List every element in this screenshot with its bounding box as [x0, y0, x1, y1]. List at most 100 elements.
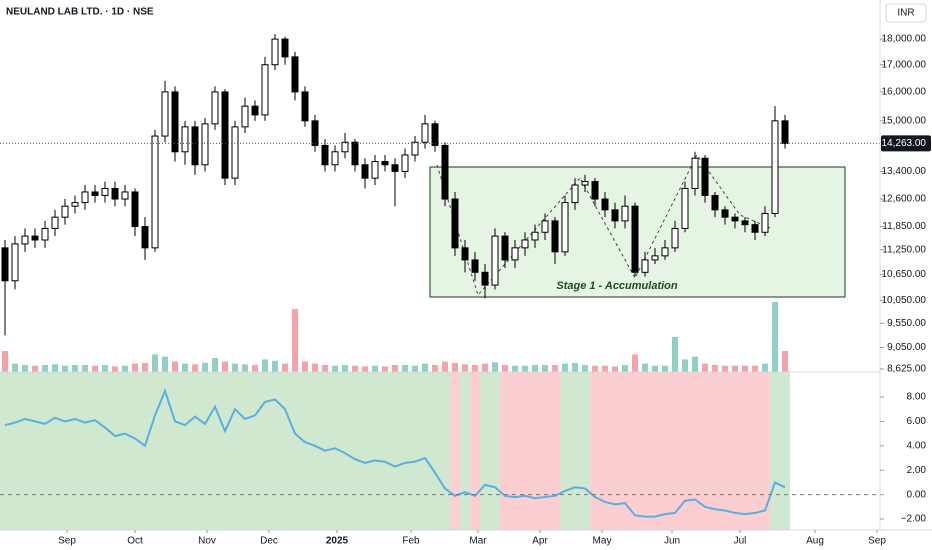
candle-body [661, 247, 669, 257]
indicator-zones [0, 372, 790, 530]
indicator-y-tick-label: 4.00 [907, 440, 927, 451]
indicator-zone [520, 372, 530, 530]
indicator-y-tick-label: −2.00 [901, 514, 927, 525]
volume-bar [762, 363, 768, 372]
indicator-zone [210, 372, 220, 530]
candle-body [61, 205, 69, 218]
indicator-y-tick-label: 6.00 [907, 416, 927, 427]
indicator-zone [380, 372, 390, 530]
volume-bar [2, 351, 8, 372]
indicator-y-tick-label: 2.00 [907, 465, 927, 476]
volume-bar [492, 362, 498, 372]
candle-body [281, 38, 289, 58]
volume-bar [292, 309, 298, 372]
indicator-zone [730, 372, 740, 530]
volume-bar [302, 361, 308, 372]
axes: 18,000.00 17,000.00 16,000.00 15,000.00 13,4… [58, 34, 931, 547]
volume-bar [532, 365, 538, 372]
candle-body [81, 191, 89, 204]
indicator-zone [540, 372, 550, 530]
indicator-zone [670, 372, 680, 530]
volume-bar [272, 360, 278, 372]
candle-body [111, 187, 119, 200]
indicator-zone [390, 372, 400, 530]
volume-bar [142, 362, 148, 372]
indicator-zone [560, 372, 570, 530]
volume-bar [722, 365, 728, 372]
indicator-zone [360, 372, 370, 530]
y-tick-label: 8,625.00 [887, 364, 926, 375]
indicator-zone [270, 372, 280, 530]
volume-bar [432, 365, 438, 372]
candle-body [21, 235, 29, 245]
volume-bar [162, 356, 168, 372]
volume-bar [442, 361, 448, 372]
candle-body [561, 202, 569, 253]
volume-bar [662, 365, 668, 372]
candle-body [421, 123, 429, 143]
candle-body [301, 91, 309, 122]
candle-body [271, 38, 279, 66]
indicator-zone [20, 372, 30, 530]
indicator-zone [60, 372, 70, 530]
candle-body [291, 56, 299, 93]
indicator-zone [430, 372, 440, 530]
volume-bar [152, 354, 158, 372]
volume-bar [752, 365, 758, 372]
indicator-zone [510, 372, 520, 530]
indicator-zone [80, 372, 90, 530]
candle-body [331, 151, 339, 166]
volume-bar [212, 358, 218, 372]
indicator-zone [310, 372, 320, 530]
indicator-zone [690, 372, 700, 530]
y-tick-label: 16,000.00 [882, 87, 927, 98]
volume-bar [572, 362, 578, 372]
y-tick-label: 11,850.00 [882, 221, 926, 232]
candle-body [481, 271, 489, 286]
indicator-zone [590, 372, 600, 530]
candle-body [401, 154, 409, 172]
indicator-zone [710, 372, 720, 530]
volume-bar [612, 366, 618, 372]
indicator-zone [640, 372, 650, 530]
candle-body [731, 216, 739, 222]
annotation: Stage 1 - Accumulation [556, 280, 678, 292]
indicator-zone [240, 372, 250, 530]
candle-body [771, 120, 779, 214]
volume-bar [82, 365, 88, 372]
x-tick-label: Apr [532, 536, 548, 547]
volume-bar [382, 366, 388, 372]
y-tick-label: 10,050.00 [882, 295, 927, 306]
indicator-zone [750, 372, 760, 530]
candle-body [491, 235, 499, 286]
indicator-zone [600, 372, 610, 530]
candle-body [341, 141, 349, 153]
candle-body [201, 123, 209, 166]
volume-bar [12, 363, 18, 372]
indicator-zone [580, 372, 590, 530]
volume-bar [252, 365, 258, 372]
axis-panel [880, 0, 932, 550]
candle-body [541, 220, 549, 233]
candle-body [321, 144, 329, 166]
x-tick-label: Feb [402, 536, 420, 547]
volume-bar [742, 365, 748, 372]
volume-bar [352, 365, 358, 372]
indicator-zone [130, 372, 140, 530]
volume-bar [502, 365, 508, 372]
indicator-zone [150, 372, 160, 530]
indicator-zone [760, 372, 770, 530]
x-tick-label: Nov [198, 536, 216, 547]
y-tick-label: 11,250.00 [882, 244, 926, 255]
indicator-zone [340, 372, 350, 530]
currency-box [885, 3, 927, 23]
indicator-zone [370, 372, 380, 530]
volume-bar [322, 365, 328, 372]
volume-bar [102, 365, 108, 372]
y-tick-label: 17,000.00 [882, 59, 927, 70]
indicator-zone [740, 372, 750, 530]
candle-body [131, 191, 139, 228]
x-tick-label: Sep [868, 536, 886, 547]
candle-body [261, 64, 269, 116]
y-tick-label: 12,600.00 [882, 194, 927, 205]
